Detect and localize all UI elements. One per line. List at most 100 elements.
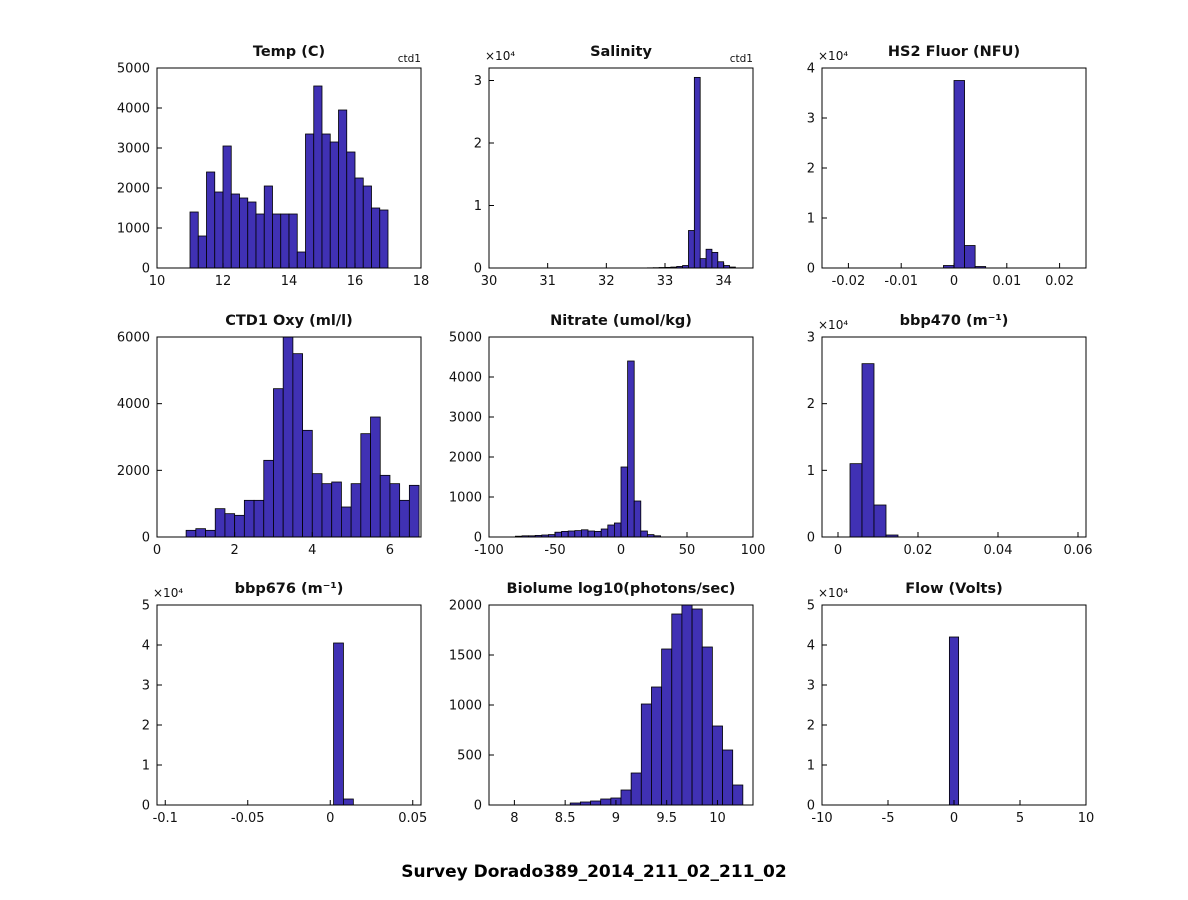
histogram-ctd1-oxy: 0 2 4 6 0 2000 4000 6000 CTD1 Oxy (ml/l) [117,313,422,558]
y-tick-label: 0 [142,262,150,277]
histogram-bar [620,466,628,538]
histogram-bar [288,213,298,269]
histogram-bar [360,433,371,538]
y-tick-label: 3 [807,331,815,346]
histogram-bar [711,251,719,269]
x-tick-label: 0 [326,811,334,826]
histogram-bar [587,530,595,538]
y-tick-label: 0 [142,531,150,546]
x-tick-label: 14 [281,274,298,289]
x-tick-label: 0 [153,543,161,558]
chart-title: CTD1 Oxy (ml/l) [225,313,352,329]
histogram-bar [370,416,381,538]
histogram-bar [234,514,245,538]
axes-box [821,336,1087,538]
chart-title: bbp470 (m⁻¹) [900,313,1009,329]
chart-title: Temp (C) [253,44,325,60]
histogram-bar [633,500,642,538]
y-exponent-label: ×10⁴ [485,49,515,63]
histogram-bar [321,133,331,269]
y-tick-label: 5 [807,599,815,614]
y-tick-label: 1 [807,464,815,479]
histogram-bar [688,230,695,269]
axes-box [156,336,422,538]
y-tick-label: 2 [474,137,482,152]
y-tick-label: 0 [807,799,815,814]
y-tick-label: 3000 [117,142,150,157]
histogram-bar [273,388,284,538]
x-tick-label: 0.02 [1045,274,1074,289]
y-tick-label: 3 [807,112,815,127]
x-tick-label: 16 [347,274,364,289]
x-tick-label: 10 [149,274,166,289]
x-tick-label: 33 [657,274,674,289]
y-tick-label: 3000 [449,411,482,426]
y-tick-label: 1 [807,212,815,227]
histogram-bar [338,109,348,269]
x-tick-label: 0.05 [398,811,427,826]
x-tick-label: 0 [617,543,625,558]
histogram-bar [272,213,282,269]
histogram-bar [205,529,216,538]
y-tick-label: 5 [142,599,150,614]
histogram-bar [711,725,723,806]
x-tick-label: 10 [1078,811,1095,826]
chart-title: Nitrate (umol/kg) [550,313,692,329]
x-tick-label: 4 [308,543,316,558]
histogram-bar [600,798,612,806]
x-tick-label: 50 [679,543,696,558]
histogram-bar [253,499,265,538]
chart-title: Biolume log10(photons/sec) [507,581,736,597]
histogram-bar [567,530,576,538]
histogram-bar [640,703,652,806]
x-tick-label: -0.1 [153,811,178,826]
histogram-bar [362,185,372,269]
y-tick-label: 4 [807,639,815,654]
histogram-bar [239,197,249,269]
axes-annotation: ctd1 [730,53,753,65]
y-tick-label: 3 [142,679,150,694]
histogram-bar [620,789,632,806]
histogram-bar [964,245,976,269]
y-tick-label: 4 [807,62,815,77]
chart-title: Salinity [590,44,652,60]
histogram-bar [627,360,635,538]
chart-title: Flow (Volts) [905,581,1002,597]
histogram-bar [849,463,863,538]
histogram-bar [341,506,352,538]
y-tick-label: 0 [142,799,150,814]
histogram-bar [302,429,313,538]
histogram-bar [206,171,216,269]
histogram-bar [305,133,315,269]
y-tick-label: 2 [807,162,815,177]
histogram-bar [399,499,410,538]
y-tick-label: 1500 [449,649,482,664]
histogram-bar [263,185,273,269]
x-tick-label: 18 [413,274,430,289]
histogram-bar [296,251,306,269]
y-tick-label: 0 [474,531,482,546]
y-tick-label: 5000 [117,62,150,77]
y-tick-label: 2 [142,719,150,734]
x-tick-label: 6 [386,543,394,558]
histogram-bar [717,261,725,269]
histogram-bbp676: -0.1 -0.05 0 0.05 0 1 2 3 4 5 bbp676 (m⁻¹) ×10⁴ [142,581,428,826]
y-tick-label: 2 [807,397,815,412]
histogram-bar [224,513,236,538]
histogram-nitrate: -100 -50 0 50 100010002000300040005000Nitrat… [449,313,766,558]
x-tick-label: 34 [715,274,732,289]
y-tick-label: 2000 [117,464,150,479]
histogram-bar [554,531,562,538]
histogram-bar [371,207,381,269]
histogram-bar [699,258,707,269]
x-tick-label: 0 [834,543,842,558]
x-tick-label: -100 [474,543,504,558]
histogram-bar [600,528,609,538]
histogram-bar [282,336,294,538]
x-tick-label: 10 [709,811,726,826]
histogram-bar [331,481,342,538]
histogram-bar [346,151,356,269]
axes-box [156,604,422,806]
histogram-bar [732,784,744,806]
